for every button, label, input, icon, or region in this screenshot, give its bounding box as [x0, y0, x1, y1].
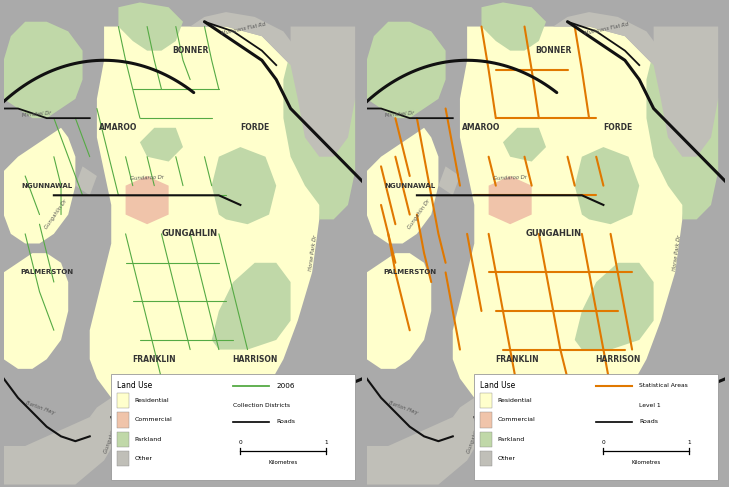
- Text: Residential: Residential: [135, 398, 169, 403]
- Polygon shape: [90, 398, 211, 436]
- Text: Horse Park Dr: Horse Park Dr: [671, 235, 682, 271]
- Text: 1: 1: [324, 440, 328, 445]
- Bar: [112, 374, 355, 480]
- Text: Mirrabei Dr: Mirrabei Dr: [385, 111, 414, 118]
- Text: Parkland: Parkland: [498, 437, 525, 442]
- Polygon shape: [481, 2, 546, 51]
- Text: Barton Hwy: Barton Hwy: [26, 400, 55, 415]
- Polygon shape: [367, 128, 438, 244]
- Text: BONNER: BONNER: [535, 46, 572, 55]
- Polygon shape: [284, 36, 355, 219]
- Text: Parkland: Parkland: [135, 437, 162, 442]
- Text: Gungahlin Dr: Gungahlin Dr: [407, 199, 432, 230]
- Text: GUNGAHLIN: GUNGAHLIN: [525, 229, 581, 238]
- Text: Roads: Roads: [276, 419, 295, 424]
- Polygon shape: [488, 176, 531, 224]
- Bar: [117, 412, 129, 428]
- Text: 0: 0: [238, 440, 242, 445]
- Polygon shape: [647, 36, 718, 219]
- Text: GUNGAHLIN: GUNGAHLIN: [162, 229, 218, 238]
- Text: Mulligans Flat Rd: Mulligans Flat Rd: [222, 22, 267, 36]
- Bar: [475, 374, 718, 480]
- Text: Kilometres: Kilometres: [269, 460, 298, 466]
- Polygon shape: [553, 12, 660, 65]
- Text: PALMERSTON: PALMERSTON: [20, 269, 73, 276]
- Text: FRANKLIN: FRANKLIN: [133, 355, 176, 364]
- Polygon shape: [4, 417, 118, 485]
- Text: HARRISON: HARRISON: [232, 355, 278, 364]
- Text: AMAROO: AMAROO: [99, 123, 138, 132]
- Polygon shape: [4, 22, 82, 118]
- Bar: [117, 393, 129, 409]
- Text: Commercial: Commercial: [498, 417, 535, 422]
- Text: BONNER: BONNER: [172, 46, 208, 55]
- Bar: [480, 431, 492, 447]
- Text: PALMERSTON: PALMERSTON: [383, 269, 436, 276]
- Text: Land Use: Land Use: [117, 381, 152, 390]
- Text: MITCHELL: MITCHELL: [112, 442, 155, 450]
- Text: Level 1: Level 1: [639, 403, 661, 408]
- Bar: [117, 431, 129, 447]
- Polygon shape: [453, 26, 690, 427]
- Polygon shape: [140, 128, 183, 162]
- Bar: [117, 451, 129, 466]
- Text: Gungahlin Dr: Gungahlin Dr: [103, 419, 120, 454]
- Text: 1: 1: [687, 440, 691, 445]
- Polygon shape: [291, 26, 355, 157]
- Polygon shape: [211, 147, 276, 224]
- Polygon shape: [438, 167, 460, 195]
- Text: FORDE: FORDE: [240, 123, 269, 132]
- Polygon shape: [118, 2, 183, 51]
- Text: Gundaroo Dr: Gundaroo Dr: [130, 175, 164, 181]
- Bar: [480, 412, 492, 428]
- Text: Statistical Areas: Statistical Areas: [639, 383, 688, 388]
- Text: 2006: 2006: [276, 383, 295, 389]
- Text: Land Use: Land Use: [480, 381, 515, 390]
- Text: Other: Other: [135, 456, 152, 461]
- Text: Kilometres: Kilometres: [632, 460, 661, 466]
- Text: Mirrabei Dr: Mirrabei Dr: [22, 111, 51, 118]
- Bar: [480, 451, 492, 466]
- Polygon shape: [654, 26, 718, 157]
- Text: 0: 0: [601, 440, 605, 445]
- Text: Mulligans Flat Rd: Mulligans Flat Rd: [585, 22, 630, 36]
- Polygon shape: [125, 176, 168, 224]
- Text: Gungahlin Dr: Gungahlin Dr: [44, 199, 69, 230]
- Text: FRANKLIN: FRANKLIN: [496, 355, 539, 364]
- Text: HARRISON: HARRISON: [595, 355, 641, 364]
- Polygon shape: [211, 263, 291, 350]
- Polygon shape: [503, 128, 546, 162]
- Polygon shape: [4, 253, 69, 369]
- Bar: [480, 393, 492, 409]
- Text: Other: Other: [498, 456, 515, 461]
- Polygon shape: [367, 22, 445, 118]
- Text: FORDE: FORDE: [603, 123, 632, 132]
- Text: Residential: Residential: [498, 398, 532, 403]
- Polygon shape: [4, 128, 75, 244]
- Text: Barton Hwy: Barton Hwy: [389, 400, 418, 415]
- Text: Collection Districts: Collection Districts: [233, 403, 290, 408]
- Polygon shape: [190, 12, 297, 65]
- Text: Gungahlin Dr: Gungahlin Dr: [466, 419, 483, 454]
- Polygon shape: [367, 417, 481, 485]
- Text: Horse Park Dr: Horse Park Dr: [308, 235, 319, 271]
- Polygon shape: [453, 398, 574, 436]
- Polygon shape: [90, 26, 327, 427]
- Polygon shape: [574, 147, 639, 224]
- Text: Gundaroo Dr: Gundaroo Dr: [493, 175, 527, 181]
- Text: NGUNNAWAL: NGUNNAWAL: [21, 183, 72, 188]
- Text: AMAROO: AMAROO: [462, 123, 501, 132]
- Text: NGUNNAWAL: NGUNNAWAL: [384, 183, 435, 188]
- Text: MITCHELL: MITCHELL: [475, 442, 518, 450]
- Polygon shape: [367, 253, 432, 369]
- Text: Commercial: Commercial: [135, 417, 172, 422]
- Polygon shape: [574, 263, 654, 350]
- Polygon shape: [75, 167, 97, 195]
- Text: Roads: Roads: [639, 419, 658, 424]
